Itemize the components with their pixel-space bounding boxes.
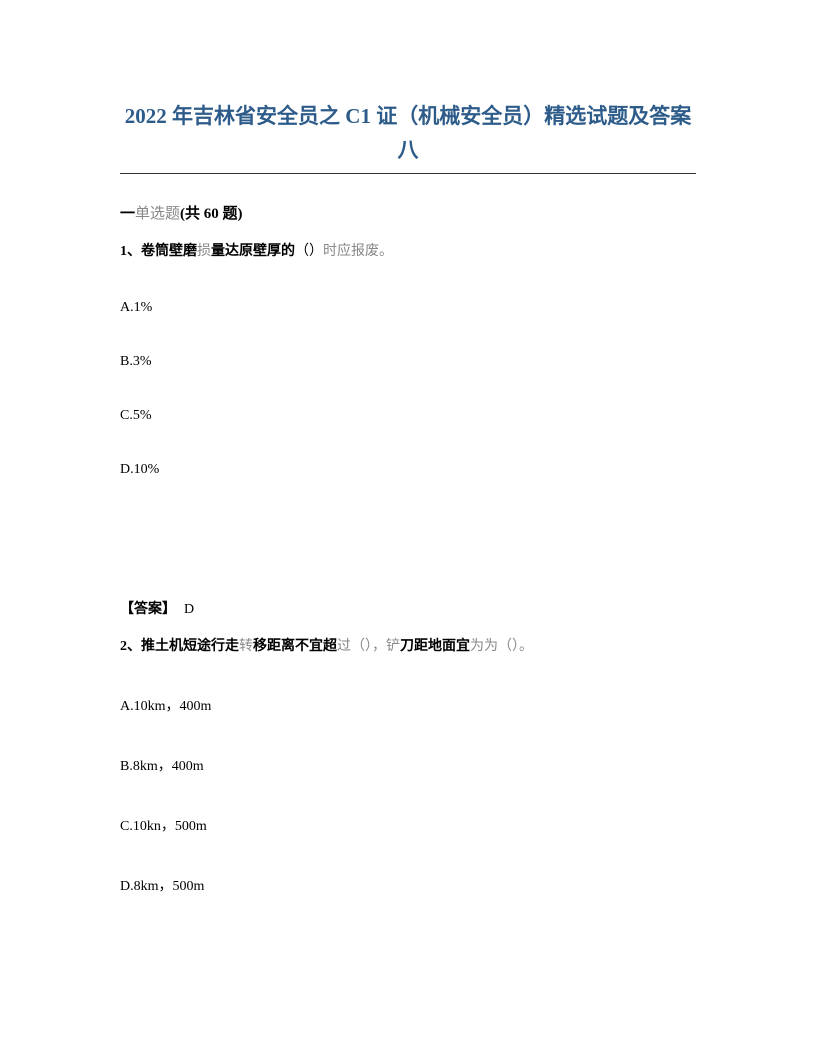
q1-number: 1、 <box>120 244 141 259</box>
q1-option-b: B.3% <box>120 354 696 370</box>
q2-part2: 移距离不宜超 <box>253 639 337 654</box>
q2-part3: 刀距地面宜 <box>400 639 470 654</box>
q1-paren: （） <box>295 244 323 259</box>
question-2-text: 2、推土机短途行走转移距离不宜超过（），铲刀距地面宜为为（）。 <box>120 636 696 657</box>
q2-option-c: C.10kn，500m <box>120 815 696 835</box>
q1-option-c: C.5% <box>120 408 696 424</box>
answer-label: 【答案】 <box>120 602 176 617</box>
q2-gray3: 为为（）。 <box>470 639 533 654</box>
q2-options: A.10km，400m B.8km，400m C.10kn，500m D.8km… <box>120 695 696 895</box>
section-label: 单选题 <box>135 206 180 222</box>
exam-page: 2022 年吉林省安全员之 C1 证（机械安全员）精选试题及答案八 一单选题(共… <box>0 0 816 995</box>
q1-answer: 【答案】 D <box>120 598 696 618</box>
q1-part2: 量达原壁厚的 <box>211 244 295 259</box>
q2-part1: 推土机短途行走 <box>141 639 239 654</box>
q1-part1: 卷筒壁磨 <box>141 244 197 259</box>
q1-gray1: 损 <box>197 244 211 259</box>
q2-gray1: 转 <box>239 639 253 654</box>
q1-option-a: A.1% <box>120 300 696 316</box>
q2-option-d: D.8km，500m <box>120 875 696 895</box>
page-title: 2022 年吉林省安全员之 C1 证（机械安全员）精选试题及答案八 <box>120 100 696 174</box>
section-prefix: 一 <box>120 206 135 222</box>
q2-number: 2、 <box>120 639 141 654</box>
q2-gray2: 过（），铲 <box>337 639 400 654</box>
q1-option-d: D.10% <box>120 462 696 478</box>
section-count: (共 60 题) <box>180 206 243 222</box>
answer-value: D <box>184 602 194 617</box>
question-1-text: 1、卷筒壁磨损量达原壁厚的（）时应报废。 <box>120 241 696 262</box>
section-header: 一单选题(共 60 题) <box>120 202 696 223</box>
q1-gray2: 时应报废。 <box>323 244 393 259</box>
q2-option-a: A.10km，400m <box>120 695 696 715</box>
q2-option-b: B.8km，400m <box>120 755 696 775</box>
